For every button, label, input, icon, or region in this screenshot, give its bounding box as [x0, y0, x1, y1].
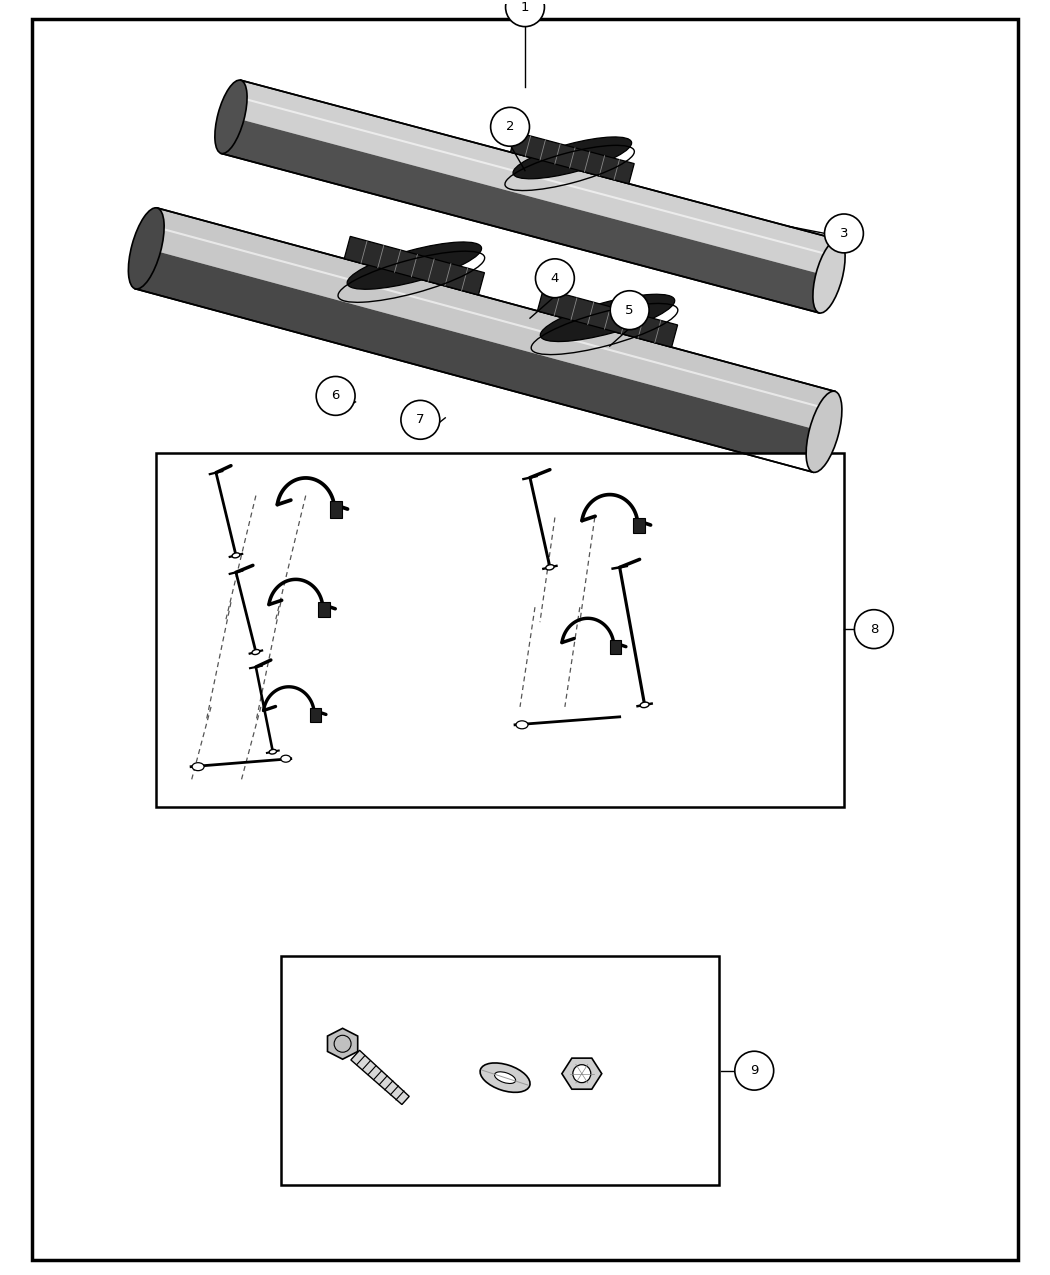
Polygon shape: [351, 1051, 410, 1104]
Circle shape: [490, 107, 529, 147]
Ellipse shape: [348, 242, 482, 289]
Bar: [156, 453, 844, 807]
Bar: [330, 501, 342, 518]
Ellipse shape: [513, 136, 632, 179]
Text: 5: 5: [626, 303, 634, 316]
Polygon shape: [344, 236, 484, 295]
Polygon shape: [510, 133, 634, 184]
Text: 4: 4: [550, 272, 559, 284]
Bar: [610, 640, 621, 654]
Ellipse shape: [495, 1072, 516, 1084]
Text: 8: 8: [869, 622, 878, 636]
Circle shape: [573, 1065, 591, 1082]
Ellipse shape: [215, 80, 247, 153]
Circle shape: [855, 609, 894, 649]
Text: 3: 3: [840, 227, 848, 240]
Polygon shape: [146, 208, 835, 432]
Bar: [310, 708, 321, 722]
Ellipse shape: [546, 565, 554, 570]
Ellipse shape: [269, 750, 276, 754]
Circle shape: [610, 291, 649, 330]
Ellipse shape: [252, 649, 259, 654]
Polygon shape: [231, 80, 839, 277]
Circle shape: [505, 0, 545, 27]
Polygon shape: [222, 117, 830, 312]
Text: 7: 7: [416, 413, 424, 426]
Ellipse shape: [806, 391, 842, 472]
Circle shape: [735, 1052, 774, 1090]
Circle shape: [401, 400, 440, 440]
Circle shape: [536, 259, 574, 298]
Polygon shape: [538, 288, 677, 347]
Polygon shape: [562, 1058, 602, 1089]
Ellipse shape: [813, 240, 845, 314]
Circle shape: [316, 376, 355, 416]
Ellipse shape: [192, 762, 204, 770]
Ellipse shape: [232, 553, 239, 558]
Ellipse shape: [480, 1063, 530, 1093]
Text: 6: 6: [332, 389, 340, 403]
Text: 2: 2: [506, 120, 514, 134]
Bar: [633, 518, 646, 533]
Ellipse shape: [128, 208, 164, 289]
Polygon shape: [328, 1029, 358, 1060]
Bar: [318, 602, 330, 617]
Text: 1: 1: [521, 1, 529, 14]
Ellipse shape: [541, 295, 675, 342]
Text: 9: 9: [750, 1065, 758, 1077]
Circle shape: [824, 214, 863, 252]
Ellipse shape: [516, 720, 528, 729]
Bar: [280, 956, 719, 1186]
Polygon shape: [135, 249, 824, 472]
Ellipse shape: [280, 755, 291, 762]
Ellipse shape: [640, 703, 649, 708]
